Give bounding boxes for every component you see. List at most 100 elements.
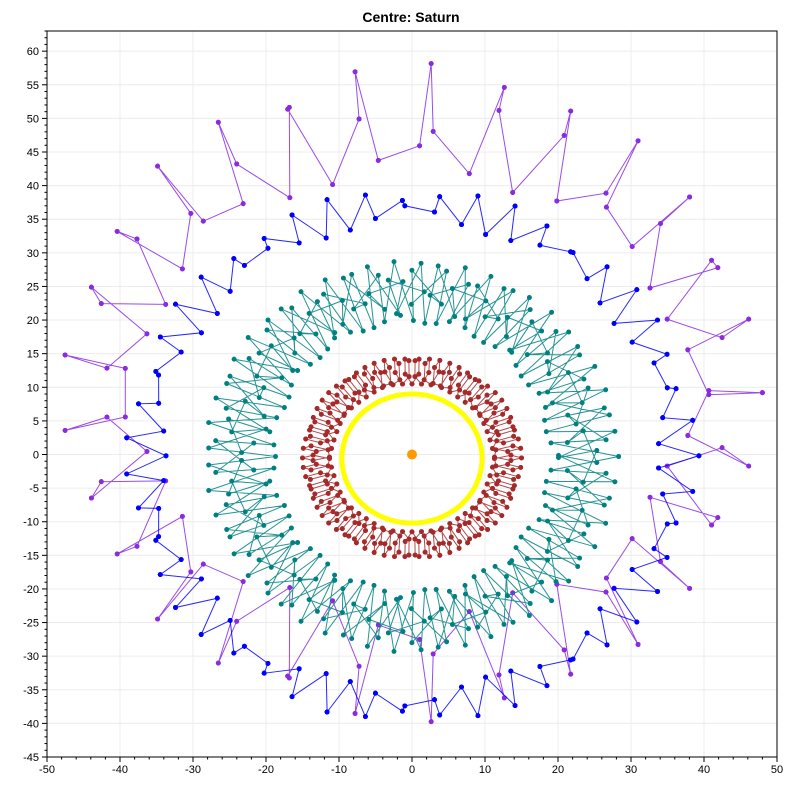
- data-point: [506, 491, 512, 497]
- data-point: [224, 381, 230, 386]
- data-point: [373, 216, 378, 221]
- data-point: [519, 455, 524, 461]
- data-point: [437, 194, 443, 200]
- data-point: [356, 663, 362, 669]
- data-point: [416, 371, 422, 377]
- data-point: [501, 85, 507, 90]
- data-point: [144, 449, 150, 454]
- data-point: [479, 384, 485, 390]
- data-point: [485, 527, 490, 532]
- data-point: [566, 329, 572, 335]
- data-point: [406, 374, 412, 379]
- data-point: [543, 503, 548, 508]
- data-point: [343, 516, 349, 521]
- data-point: [334, 383, 339, 389]
- data-point: [382, 588, 387, 594]
- data-point: [604, 204, 609, 210]
- data-point: [199, 330, 204, 336]
- data-point: [303, 474, 309, 480]
- data-point: [391, 259, 397, 265]
- data-point: [418, 647, 424, 653]
- data-point: [518, 465, 524, 470]
- data-point: [427, 554, 432, 559]
- data-point: [466, 626, 471, 632]
- data-point: [495, 591, 501, 597]
- data-point: [494, 481, 500, 487]
- data-point: [291, 335, 297, 341]
- data-point: [664, 316, 670, 322]
- y-tick-label: 30: [27, 248, 39, 260]
- data-point: [545, 359, 550, 364]
- data-point: [278, 306, 284, 312]
- data-point: [308, 546, 313, 552]
- data-point: [163, 302, 169, 307]
- data-point: [635, 642, 641, 647]
- data-point: [300, 455, 305, 461]
- data-point: [457, 539, 462, 545]
- data-point: [261, 494, 267, 500]
- data-point: [501, 622, 507, 627]
- data-point: [314, 504, 320, 510]
- y-tick-label: 15: [27, 349, 39, 361]
- data-point: [544, 223, 550, 229]
- data-point: [462, 399, 468, 405]
- data-point: [444, 268, 449, 274]
- data-point: [215, 119, 221, 125]
- data-point: [612, 428, 618, 434]
- data-point: [470, 405, 475, 411]
- data-point: [362, 387, 367, 393]
- data-point: [339, 526, 345, 532]
- data-point: [200, 218, 206, 224]
- data-point: [421, 289, 427, 295]
- data-point: [323, 478, 328, 484]
- data-point: [242, 643, 247, 649]
- data-point: [428, 382, 434, 388]
- data-point: [481, 489, 487, 495]
- data-point: [580, 428, 586, 434]
- data-point: [325, 419, 331, 425]
- data-point: [326, 520, 332, 526]
- data-point: [163, 453, 169, 459]
- data-point: [568, 249, 573, 255]
- data-point: [298, 289, 304, 295]
- data-point: [433, 321, 439, 326]
- data-point: [462, 642, 468, 648]
- data-point: [462, 389, 468, 395]
- x-tick-label: 20: [552, 764, 564, 776]
- data-point: [508, 668, 514, 674]
- data-point: [398, 313, 403, 318]
- data-point: [484, 511, 490, 517]
- data-point: [285, 673, 291, 679]
- data-point: [334, 399, 340, 405]
- data-point: [448, 376, 454, 381]
- data-point: [351, 397, 356, 403]
- data-point: [227, 288, 233, 294]
- data-point: [206, 462, 212, 468]
- data-point: [392, 554, 397, 559]
- data-point: [603, 190, 609, 196]
- data-point: [324, 429, 330, 434]
- data-point: [363, 192, 368, 198]
- data-point: [616, 454, 621, 459]
- data-point: [351, 513, 356, 519]
- x-tick-label: -40: [112, 764, 128, 776]
- data-point: [477, 411, 482, 417]
- data-point: [450, 622, 455, 627]
- data-point: [505, 314, 510, 320]
- data-point: [664, 385, 670, 391]
- data-point: [416, 356, 422, 362]
- y-tick-label: 50: [27, 113, 39, 125]
- data-point: [341, 275, 346, 281]
- data-point: [492, 520, 498, 526]
- data-point: [279, 375, 285, 381]
- data-point: [719, 335, 725, 340]
- data-point: [607, 495, 612, 501]
- data-point: [422, 320, 428, 326]
- data-point: [397, 377, 403, 383]
- data-point: [426, 540, 432, 546]
- data-point: [352, 374, 357, 380]
- data-point: [322, 630, 328, 636]
- data-point: [592, 364, 598, 369]
- data-point: [482, 593, 488, 599]
